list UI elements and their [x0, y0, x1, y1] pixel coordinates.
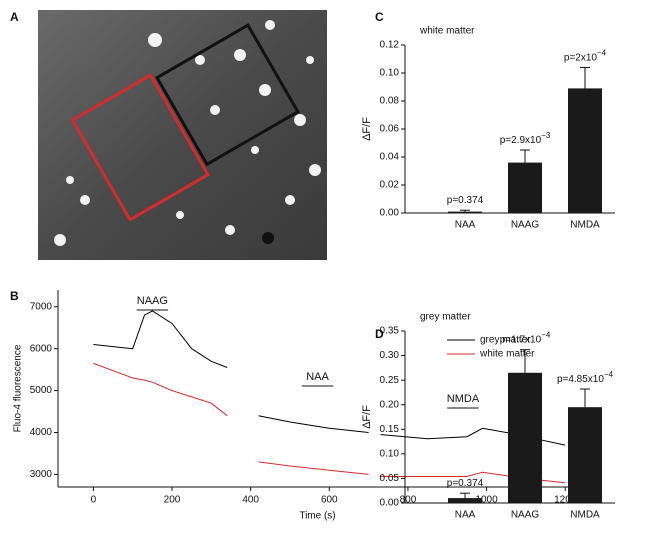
p-value: p=1.7x10−4: [500, 330, 551, 345]
p-value-text: p=0.374: [447, 478, 484, 489]
x-tick-label: NAAG: [511, 220, 540, 231]
p-value: p=2x10−4: [564, 48, 607, 63]
y-tick-label: 0.25: [380, 375, 400, 386]
y-tick-label: 0.35: [380, 326, 400, 337]
y-tick-label: 0.05: [380, 473, 400, 484]
bar: [508, 162, 542, 213]
y-tick-label: 7000: [30, 301, 53, 312]
p-value-exponent: −4: [604, 370, 614, 379]
x-tick-label: NAA: [455, 510, 476, 521]
p-value-text: p=2.9x10: [500, 135, 542, 146]
micrograph: [38, 10, 327, 260]
x-tick-label: NMDA: [570, 510, 600, 521]
stimulus-label: NMDA: [447, 393, 480, 405]
p-value-text: p=2x10: [564, 52, 598, 63]
p-value: p=0.374: [447, 478, 484, 489]
legend-label: white matter: [479, 349, 535, 360]
panel-label: D: [375, 327, 384, 341]
y-tick-label: 5000: [30, 385, 53, 396]
bar: [448, 498, 482, 503]
p-value: p=0.374: [447, 195, 484, 206]
panel-label: A: [10, 10, 19, 24]
p-value-exponent: −4: [597, 48, 607, 57]
chart-title: grey matter: [420, 312, 471, 323]
y-tick-label: 4000: [30, 427, 53, 438]
p-value: p=4.85x10−4: [557, 370, 614, 385]
y-tick-label: 6000: [30, 343, 53, 354]
bar: [508, 372, 542, 503]
x-tick-label: 400: [242, 495, 259, 506]
y-tick-label: 0.10: [380, 448, 400, 459]
x-tick-label: 600: [321, 495, 338, 506]
y-axis-label: ΔF/F: [361, 405, 373, 429]
p-value-exponent: −3: [541, 131, 551, 140]
p-value-text: p=4.85x10: [557, 374, 604, 385]
x-axis-label: Time (s): [299, 511, 335, 522]
bar: [448, 211, 482, 213]
x-tick-label: 800: [400, 495, 417, 506]
y-tick-label: 0.04: [380, 152, 400, 163]
stimulus-label: NAAG: [137, 295, 168, 307]
panel-label: C: [375, 10, 384, 24]
y-tick-label: 0.02: [380, 180, 400, 191]
x-tick-label: 200: [164, 495, 181, 506]
x-tick-label: NAAG: [511, 510, 540, 521]
x-tick-label: 1000: [475, 495, 498, 506]
panel-label: B: [10, 289, 19, 303]
p-value-exponent: −4: [541, 330, 551, 339]
y-tick-label: 0.06: [380, 124, 400, 135]
y-tick-label: 0.30: [380, 350, 400, 361]
y-tick-label: 0.00: [380, 208, 400, 219]
x-tick-label: 0: [91, 495, 97, 506]
bar: [568, 88, 602, 213]
legend-label: grey matter: [480, 335, 531, 346]
y-tick-label: 0.12: [380, 40, 400, 51]
p-value-text: p=0.374: [447, 195, 484, 206]
x-tick-label: NAA: [455, 220, 476, 231]
p-value-text: p=1.7x10: [500, 334, 542, 345]
y-axis-label: ΔF/F: [361, 117, 373, 141]
chart-title: white matter: [419, 26, 475, 37]
y-tick-label: 0.08: [380, 96, 400, 107]
y-tick-label: 0.10: [380, 68, 400, 79]
y-axis-label: Fluo-4 fluorescence: [13, 344, 24, 432]
y-tick-label: 0.20: [380, 399, 400, 410]
x-tick-label: 1200: [554, 495, 577, 506]
p-value: p=2.9x10−3: [500, 131, 551, 146]
y-tick-label: 3000: [30, 469, 53, 480]
y-tick-label: 0.15: [380, 424, 400, 435]
bar: [568, 407, 602, 503]
stimulus-label: NAA: [306, 371, 329, 383]
y-tick-label: 0.00: [380, 498, 400, 509]
x-tick-label: NMDA: [570, 220, 600, 231]
line-series: [93, 362, 566, 484]
line-series: [93, 310, 566, 446]
